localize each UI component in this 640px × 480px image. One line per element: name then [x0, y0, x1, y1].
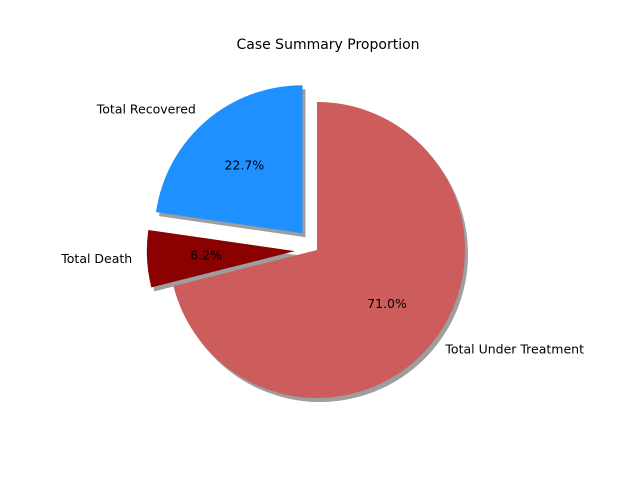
- pie-slices: [146, 85, 466, 398]
- pie-slice-total-death: [146, 230, 295, 288]
- chart-title: Case Summary Proportion: [236, 37, 419, 53]
- slice-percent-total-recovered: 22.7%: [224, 158, 264, 173]
- slice-label-total-death: Total Death: [60, 251, 132, 266]
- slice-percent-total-under-treatment: 71.0%: [367, 296, 407, 311]
- slice-percent-total-death: 6.2%: [190, 247, 222, 262]
- slice-label-total-recovered: Total Recovered: [96, 102, 196, 117]
- pie-slice-total-recovered: [155, 85, 303, 234]
- slice-labels: Total Recovered 22.7% Total Death 6.2% Total…: [60, 102, 584, 357]
- pie-slice-total-under-treatment: [173, 102, 466, 398]
- slice-label-total-under-treatment: Total Under Treatment: [444, 342, 584, 357]
